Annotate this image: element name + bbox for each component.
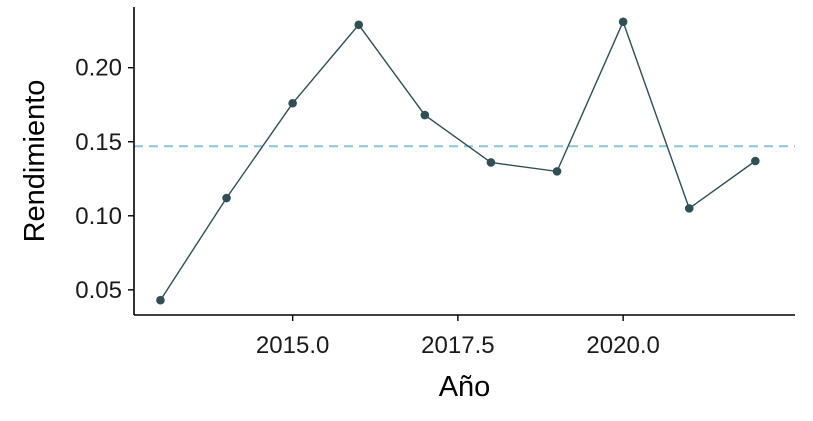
series-line	[159, 19, 756, 301]
data-point	[288, 98, 297, 108]
plot-area: 0.05 0.10 0.15 0.20 2015.0 2017.5 2020.0	[75, 7, 795, 359]
y-tick-label: 0.05	[75, 277, 122, 304]
data-point	[156, 295, 165, 305]
x-axis-title: Año	[439, 371, 491, 403]
data-point	[420, 110, 430, 120]
data-point	[684, 204, 694, 213]
data-point	[354, 20, 364, 30]
data-point	[486, 158, 496, 167]
x-tick-label: 2015.0	[256, 332, 329, 359]
x-tick-label: 2020.0	[586, 332, 659, 359]
x-tick-label: 2017.5	[421, 332, 494, 359]
y-tick-label: 0.15	[75, 129, 122, 156]
y-tick-label: 0.10	[75, 203, 122, 230]
data-point	[751, 156, 760, 166]
y-axis-title: Rendimiento	[19, 80, 51, 243]
data-point	[222, 193, 231, 203]
y-tick-label: 0.20	[75, 55, 122, 82]
data-point	[618, 17, 628, 27]
data-point	[552, 167, 562, 176]
